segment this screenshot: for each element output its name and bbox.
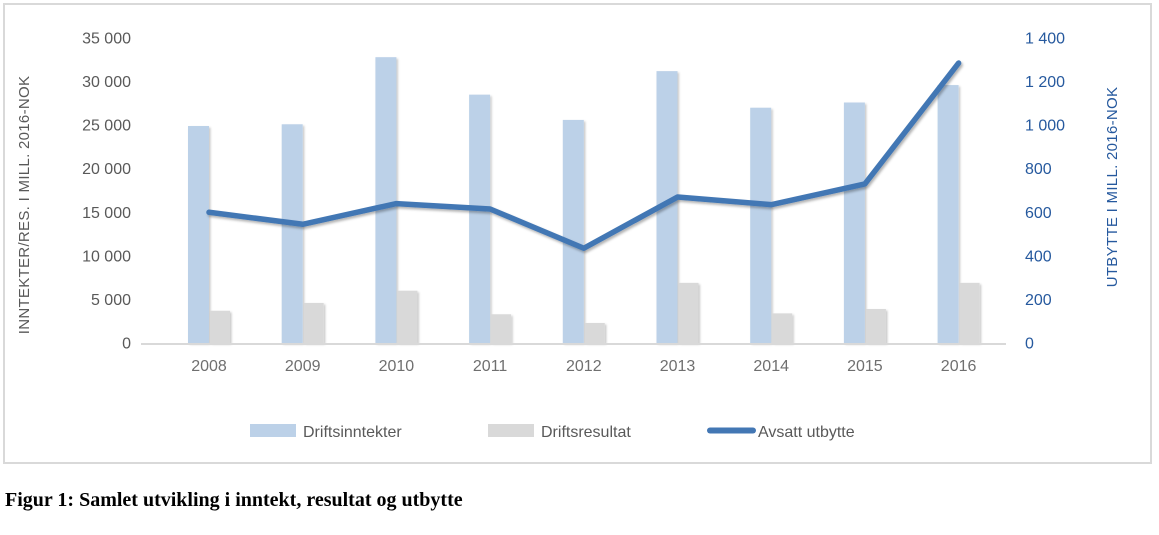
left-axis-tick-label: 5 000 <box>91 292 131 309</box>
right-axis-tick-label: 200 <box>1025 292 1052 309</box>
bar-driftsresultat <box>959 282 980 343</box>
left-axis-tick-label: 10 000 <box>82 248 131 265</box>
x-axis-label: 2016 <box>941 358 977 375</box>
x-axis-label: 2012 <box>566 358 602 375</box>
left-axis-ticks: 0 5 000 10 000 15 000 20 000 25 000 30 000 35 0… <box>82 31 131 353</box>
bar-driftsinntekter <box>750 107 772 343</box>
bar-driftsinntekter <box>562 119 584 344</box>
utbytte-line <box>206 60 962 251</box>
bar-driftsinntekter <box>843 102 865 343</box>
line-series <box>206 60 962 251</box>
bar-driftsresultat <box>865 309 886 343</box>
left-axis-tick-label: 30 000 <box>82 74 131 91</box>
left-axis-tick-label: 25 000 <box>82 118 131 135</box>
bar-driftsresultat <box>772 313 793 343</box>
x-axis-label: 2010 <box>379 358 415 375</box>
right-axis-ticks: 0 200 400 600 800 1 000 1 200 1 400 <box>1025 31 1065 353</box>
bar-driftsresultat <box>397 290 418 343</box>
x-axis-label: 2008 <box>191 358 227 375</box>
chart-legend: Driftsinntekter Driftsresultat Avsatt ut… <box>250 424 855 441</box>
left-axis-title: INNTEKTER/RES. I MILL. 2016-NOK <box>16 76 33 335</box>
bar-driftsinntekter <box>281 124 303 344</box>
bar-driftsresultat <box>303 302 324 343</box>
legend-label-driftsinntekter: Driftsinntekter <box>303 424 402 441</box>
right-axis-tick-label: 600 <box>1025 205 1052 222</box>
legend-swatch-driftsresultat <box>488 424 534 437</box>
bar-driftsresultat <box>678 282 699 343</box>
bar-series <box>188 57 980 344</box>
right-axis-tick-label: 1 200 <box>1025 74 1065 91</box>
right-axis-tick-label: 1 000 <box>1025 118 1065 135</box>
legend-label-driftsresultat: Driftsresultat <box>541 424 631 441</box>
bar-driftsinntekter <box>937 85 959 344</box>
left-axis-tick-label: 0 <box>122 336 131 353</box>
right-axis-tick-label: 0 <box>1025 336 1034 353</box>
bar-driftsinntekter <box>188 126 209 343</box>
combo-chart: INNTEKTER/RES. I MILL. 2016-NOK UTBYTTE … <box>16 31 1121 442</box>
legend-swatch-driftsinntekter <box>250 424 296 437</box>
right-axis-tick-label: 800 <box>1025 161 1052 178</box>
legend-label-avsatt-utbytte: Avsatt utbytte <box>758 424 855 441</box>
left-axis-tick-label: 35 000 <box>82 31 131 48</box>
bar-driftsresultat <box>491 314 512 343</box>
bar-driftsinntekter <box>375 57 397 344</box>
right-axis-tick-label: 400 <box>1025 248 1052 265</box>
bar-driftsresultat <box>584 322 605 343</box>
x-axis-label: 2009 <box>285 358 321 375</box>
left-axis-tick-label: 15 000 <box>82 205 131 222</box>
x-axis-label: 2015 <box>847 358 883 375</box>
x-axis-labels: 2008 2009 2010 2011 2012 2013 2014 2015 2016 <box>191 358 976 375</box>
chart-frame: INNTEKTER/RES. I MILL. 2016-NOK UTBYTTE … <box>3 3 1152 464</box>
x-axis-label: 2011 <box>473 358 508 375</box>
figure-caption: Figur 1: Samlet utvikling i inntekt, res… <box>5 489 463 511</box>
bar-driftsinntekter <box>656 71 678 343</box>
bar-driftsresultat <box>210 310 230 343</box>
left-axis-tick-label: 20 000 <box>82 161 131 178</box>
x-axis-label: 2013 <box>660 358 696 375</box>
right-axis-title: UTBYTTE I MILL. 2016-NOK <box>1104 87 1121 288</box>
right-axis-tick-label: 1 400 <box>1025 31 1065 48</box>
bar-driftsinntekter <box>469 94 491 344</box>
x-axis-label: 2014 <box>753 358 789 375</box>
